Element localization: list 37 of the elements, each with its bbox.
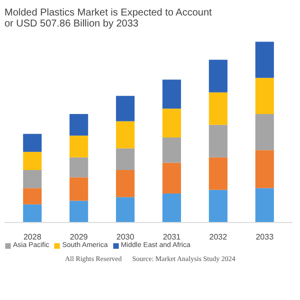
bar bbox=[70, 200, 88, 222]
bar bbox=[70, 114, 88, 136]
bar bbox=[208, 124, 228, 158]
bar bbox=[116, 170, 135, 198]
bar bbox=[208, 190, 228, 222]
bar bbox=[116, 197, 135, 222]
bar bbox=[116, 121, 135, 148]
x-tick-label: 2029 bbox=[70, 232, 88, 242]
bar bbox=[116, 96, 135, 122]
x-tick-label: 2030 bbox=[116, 232, 135, 242]
x-tick-label: 2028 bbox=[23, 232, 42, 242]
x-tick-label: 2032 bbox=[209, 232, 228, 242]
bar bbox=[162, 162, 182, 194]
bar bbox=[162, 108, 182, 138]
bar bbox=[255, 114, 274, 150]
bar bbox=[255, 188, 274, 222]
chart-title: Molded Plastics Market is Expected to Account or USD 507.86 Billion by 2033 bbox=[4, 8, 212, 30]
bar bbox=[23, 134, 42, 152]
x-tick-label: 2033 bbox=[256, 232, 274, 242]
bar bbox=[23, 188, 42, 204]
x-tick-label: 2031 bbox=[162, 232, 182, 242]
bar bbox=[208, 60, 228, 92]
bar bbox=[255, 150, 274, 188]
bar bbox=[208, 157, 228, 190]
bar bbox=[162, 193, 182, 222]
bar bbox=[255, 42, 274, 78]
bar bbox=[162, 137, 182, 163]
bar bbox=[23, 204, 42, 222]
bar bbox=[116, 148, 135, 170]
bar bbox=[208, 92, 228, 125]
bar bbox=[162, 80, 182, 109]
bar bbox=[70, 157, 88, 178]
bar bbox=[23, 170, 42, 188]
bar bbox=[255, 78, 274, 114]
bar bbox=[70, 177, 88, 201]
bar bbox=[23, 152, 42, 170]
bar bbox=[70, 136, 88, 158]
